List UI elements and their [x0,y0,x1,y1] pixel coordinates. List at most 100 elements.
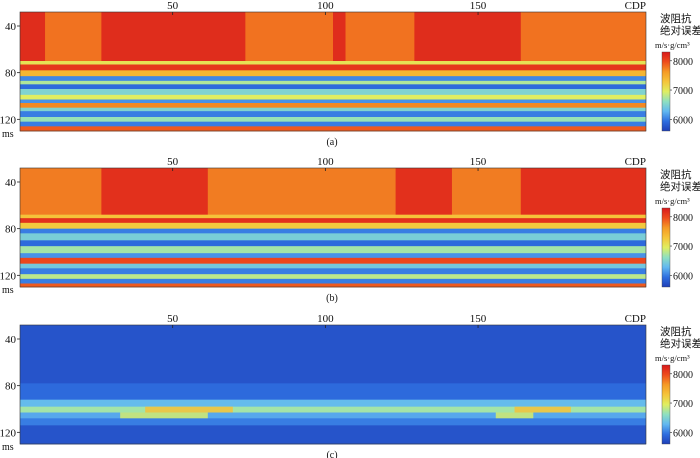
colorbar-tick-label: 8000 [673,57,693,68]
impedance-layer-band [20,268,646,275]
colorbar-title-line: 波阻抗 [660,12,692,25]
x-tick-label: 100 [317,0,334,12]
colorbar-tick-label: 7000 [673,399,693,410]
x-axis-label: CDP [625,313,646,325]
plot-frame [19,11,647,132]
impedance-layer-band [20,117,646,123]
impedance-layer-band [20,111,646,118]
y-axis-unit: ms [2,129,14,140]
x-tick-label: 50 [167,0,179,12]
colorbar-title-line: 波阻抗 [660,168,692,181]
impedance-layer-band [20,406,646,413]
colorbar [661,364,671,445]
impedance-layer-band [20,278,646,284]
colorbar-title-line: 绝对误差 [660,24,700,37]
impedance-anomaly-patch [145,406,233,413]
impedance-layer-band [20,418,646,426]
y-tick-label: 80 [5,68,17,80]
impedance-layer-band [20,263,646,269]
x-tick-label: 100 [317,313,334,325]
y-tick-label: 120 [0,270,17,282]
impedance-layer-band [20,80,646,85]
y-axis-unit: ms [2,442,14,453]
y-tick-label: 40 [5,177,17,189]
colorbar-unit: m/s·g/cm³ [655,353,690,363]
colorbar-tick-label: 6000 [673,115,693,126]
impedance-layer-band [20,257,646,265]
colorbar-tick-label: 8000 [673,370,693,381]
colorbar [661,207,671,288]
impedance-layer-band [20,274,646,280]
impedance-layer-band [20,61,646,65]
colorbar-tick-label: 7000 [673,86,693,97]
impedance-layer-band [20,84,646,90]
colorbar-title-line: 波阻抗 [660,325,692,338]
impedance-layer-band [20,103,646,109]
impedance-layer-band [20,89,646,96]
impedance-anomaly-patch [20,12,46,62]
y-tick-label: 40 [5,21,17,33]
x-tick-label: 50 [167,156,179,168]
impedance-anomaly-patch [514,406,571,413]
impedance-layer-band [20,425,646,445]
plot-frame [19,167,647,288]
impedance-layer-band [20,76,646,82]
y-tick-label: 80 [5,224,17,236]
colorbar-unit: m/s·g/cm³ [655,196,690,206]
impedance-layer-band [20,246,646,254]
impedance-layer-band [20,70,646,77]
impedance-layer-band [20,228,646,234]
impedance-anomaly-patch [495,412,534,419]
x-axis-label: CDP [625,156,646,168]
y-axis-unit: ms [2,285,14,296]
impedance-anomaly-patch [101,12,246,62]
x-tick-label: 150 [470,313,487,325]
colorbar [661,51,671,132]
y-tick-label: 40 [5,334,17,346]
impedance-layer-band [20,253,646,259]
impedance-layer-band [20,121,646,127]
impedance-layer-band [20,325,646,384]
panel-caption: (a) [326,137,337,148]
impedance-layer-band [20,383,646,401]
x-axis-label: CDP [625,0,646,12]
impedance-layer-band [20,126,646,132]
impedance-layer-band [20,94,646,100]
impedance-layer-band [20,399,646,408]
y-tick-label: 120 [0,114,17,126]
colorbar-tick-label: 6000 [673,428,693,439]
impedance-layer-band [20,214,646,219]
x-tick-label: 50 [167,313,179,325]
colorbar-title-line: 绝对误差 [660,337,700,350]
panel-caption: (b) [326,293,338,304]
impedance-anomaly-patch [414,12,521,62]
impedance-anomaly-patch [120,412,208,419]
panel-caption: (c) [326,450,337,458]
impedance-layer-band [20,233,646,241]
impedance-layer-band [20,218,646,224]
impedance-layer-band [20,240,646,247]
colorbar-title-line: 绝对误差 [660,180,700,193]
colorbar-tick-label: 6000 [673,271,693,282]
impedance-layer-band [20,99,646,104]
impedance-anomaly-patch [207,168,396,216]
colorbar-tick-label: 8000 [673,213,693,224]
x-tick-label: 100 [317,156,334,168]
impedance-layer-band [20,412,646,419]
plot-frame [19,324,647,445]
impedance-layer-band [20,64,646,71]
impedance-layer-band [20,283,646,288]
impedance-anomaly-patch [20,168,102,216]
impedance-layer-band [20,222,646,230]
colorbar-unit: m/s·g/cm³ [655,40,690,50]
y-tick-label: 80 [5,381,17,393]
x-tick-label: 150 [470,156,487,168]
x-tick-label: 150 [470,0,487,12]
impedance-layer-band [20,107,646,112]
colorbar-tick-label: 7000 [673,242,693,253]
impedance-anomaly-patch [333,12,346,62]
